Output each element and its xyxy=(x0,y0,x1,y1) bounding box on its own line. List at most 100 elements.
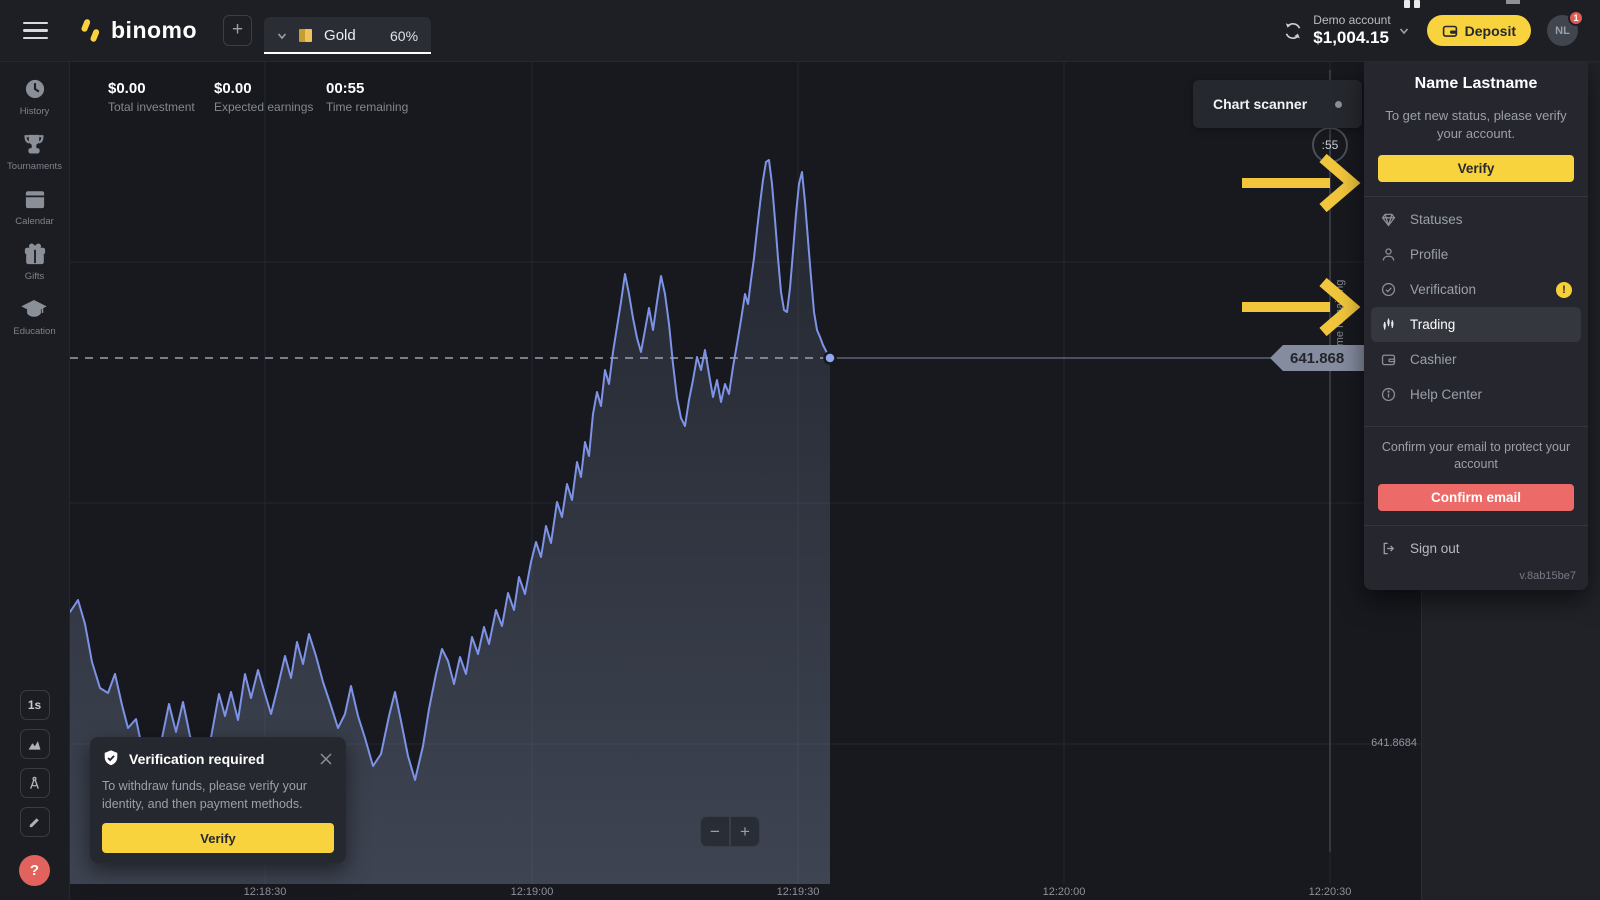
stat-label: Expected earnings xyxy=(214,100,314,114)
stat-value: $0.00 xyxy=(108,80,146,97)
verification-alert-badge: ! xyxy=(1556,281,1572,298)
menu-item-verification[interactable]: Verification ! xyxy=(1364,272,1588,307)
sign-out-label: Sign out xyxy=(1410,540,1460,556)
sidebar-item-calendar[interactable]: Calendar xyxy=(15,186,54,227)
menu-item-label: Help Center xyxy=(1410,387,1483,403)
gem-icon xyxy=(1381,213,1396,227)
app-version: v.8ab15be7 xyxy=(1519,570,1576,582)
binomo-logo: binomo xyxy=(80,17,197,44)
divider xyxy=(1364,196,1588,198)
asset-name: Gold xyxy=(324,27,356,44)
refresh-balance-icon[interactable] xyxy=(1282,20,1304,42)
time-remaining-axis-label: Time remaining xyxy=(1334,279,1346,355)
avatar[interactable]: NL 1 xyxy=(1547,10,1584,46)
profile-person-icon xyxy=(1382,248,1395,261)
interval-selector-button[interactable]: 1s xyxy=(19,690,50,720)
verify-account-button[interactable]: Verify xyxy=(1378,155,1574,183)
confirm-email-button[interactable]: Confirm email xyxy=(1378,483,1574,511)
account-menu-panel: Name Lastname To get new status, please … xyxy=(1364,62,1588,590)
stat-time-remaining: 00:55 Time remaining xyxy=(326,80,408,114)
sidebar-item-label: Tournaments xyxy=(7,161,62,172)
education-cap-icon xyxy=(21,300,48,317)
chart-scanner-button[interactable]: Chart scanner xyxy=(1193,80,1362,128)
sidebar-item-label: Education xyxy=(13,326,56,337)
status-hint-text: To get new status, please verify your ac… xyxy=(1385,108,1567,141)
candlestick-icon xyxy=(1383,318,1394,330)
sidebar-item-history[interactable]: History xyxy=(19,76,50,117)
deposit-label: Deposit xyxy=(1464,22,1516,39)
sidebar-item-label: Calendar xyxy=(15,216,54,227)
area-chart-icon xyxy=(28,740,41,750)
asset-tab-gold[interactable]: Gold 60% xyxy=(264,17,432,54)
account-balance: $1,004.15 xyxy=(1313,28,1389,47)
trophy-icon xyxy=(24,134,44,154)
pencil-icon xyxy=(29,817,39,827)
compass-icon xyxy=(30,776,39,789)
menu-item-trading[interactable]: Trading xyxy=(1371,307,1581,343)
time-tick-label: 12:20:30 xyxy=(1308,886,1352,898)
countdown-badge: :55 xyxy=(1312,127,1348,163)
avatar-initials: NL xyxy=(1555,24,1570,37)
drawing-tools-button[interactable] xyxy=(19,768,50,798)
shield-check-icon xyxy=(104,750,118,766)
menu-item-label: Profile xyxy=(1410,247,1449,263)
history-clock-icon xyxy=(25,79,44,99)
notification-verify-button[interactable]: Verify xyxy=(102,823,334,854)
notification-title: Verification required xyxy=(129,750,265,767)
close-icon[interactable] xyxy=(318,751,334,767)
zoom-out-button[interactable]: − xyxy=(700,816,730,847)
zoom-in-button[interactable]: + xyxy=(730,816,760,847)
stat-label: Total investment xyxy=(108,100,195,114)
menu-item-label: Statuses xyxy=(1410,212,1463,228)
sidebar-item-education[interactable]: Education xyxy=(13,296,56,337)
check-circle-icon xyxy=(1381,283,1396,297)
price-axis-label: 641.8684 xyxy=(1371,737,1417,749)
menu-item-cashier[interactable]: Cashier xyxy=(1364,342,1588,377)
sidebar-item-gifts[interactable]: Gifts xyxy=(22,241,48,282)
time-tick-label: 12:20:00 xyxy=(1042,886,1086,898)
sidebar-item-label: Gifts xyxy=(24,271,45,282)
cashier-wallet-icon xyxy=(1381,354,1396,366)
video-pause-icon xyxy=(1404,0,1420,8)
time-tick-label: 12:19:30 xyxy=(776,886,820,898)
hamburger-menu-icon[interactable] xyxy=(0,21,70,40)
menu-item-label: Trading xyxy=(1410,317,1456,333)
notification-count-badge: 1 xyxy=(1568,10,1584,26)
sign-out-button[interactable]: Sign out xyxy=(1364,526,1588,557)
sidebar-item-tournaments[interactable]: Tournaments xyxy=(7,131,62,172)
gift-icon xyxy=(24,243,45,265)
confirm-email-hint: Confirm your email to protect your accou… xyxy=(1381,440,1571,471)
asset-payout: 60% xyxy=(390,27,419,44)
stat-total-investment: $0.00 Total investment xyxy=(108,80,195,114)
asset-tab-active-underline xyxy=(264,52,432,54)
help-button[interactable]: ? xyxy=(19,855,50,886)
chart-scanner-label: Chart scanner xyxy=(1213,96,1308,112)
stat-value: $0.00 xyxy=(214,80,252,97)
deposit-button[interactable]: Deposit xyxy=(1426,15,1531,46)
zoom-controls: − + xyxy=(700,816,760,847)
stat-expected-earnings: $0.00 Expected earnings xyxy=(214,80,313,114)
sidebar-item-label: History xyxy=(19,106,50,117)
chevron-down-icon xyxy=(1399,27,1408,34)
pencil-tool-button[interactable] xyxy=(19,807,50,837)
chart-type-button[interactable] xyxy=(19,729,50,759)
verification-notification: Verification required To withdraw funds,… xyxy=(90,737,346,863)
wallet-icon xyxy=(1442,25,1457,37)
account-switcher[interactable]: Demo account $1,004.15 xyxy=(1313,13,1408,48)
logo-text: binomo xyxy=(111,17,198,43)
time-tick-label: 12:19:00 xyxy=(510,886,554,898)
add-asset-tab-button[interactable]: + xyxy=(223,15,253,46)
time-tick-label: 12:18:30 xyxy=(243,886,287,898)
gold-asset-icon xyxy=(299,29,313,42)
sign-out-icon xyxy=(1383,542,1395,555)
menu-item-statuses[interactable]: Statuses xyxy=(1364,202,1588,237)
menu-item-help-center[interactable]: Help Center xyxy=(1364,377,1588,412)
chevron-down-icon xyxy=(277,32,287,39)
menu-item-profile[interactable]: Profile xyxy=(1364,237,1588,272)
info-icon xyxy=(1381,388,1396,402)
calendar-icon xyxy=(25,191,44,209)
notification-body: To withdraw funds, please verify your id… xyxy=(102,779,307,812)
top-bar: binomo + Gold 60% Demo account $1,004.15 xyxy=(0,0,1600,62)
scanner-status-dot xyxy=(1335,100,1342,108)
menu-item-label: Verification xyxy=(1410,282,1477,298)
